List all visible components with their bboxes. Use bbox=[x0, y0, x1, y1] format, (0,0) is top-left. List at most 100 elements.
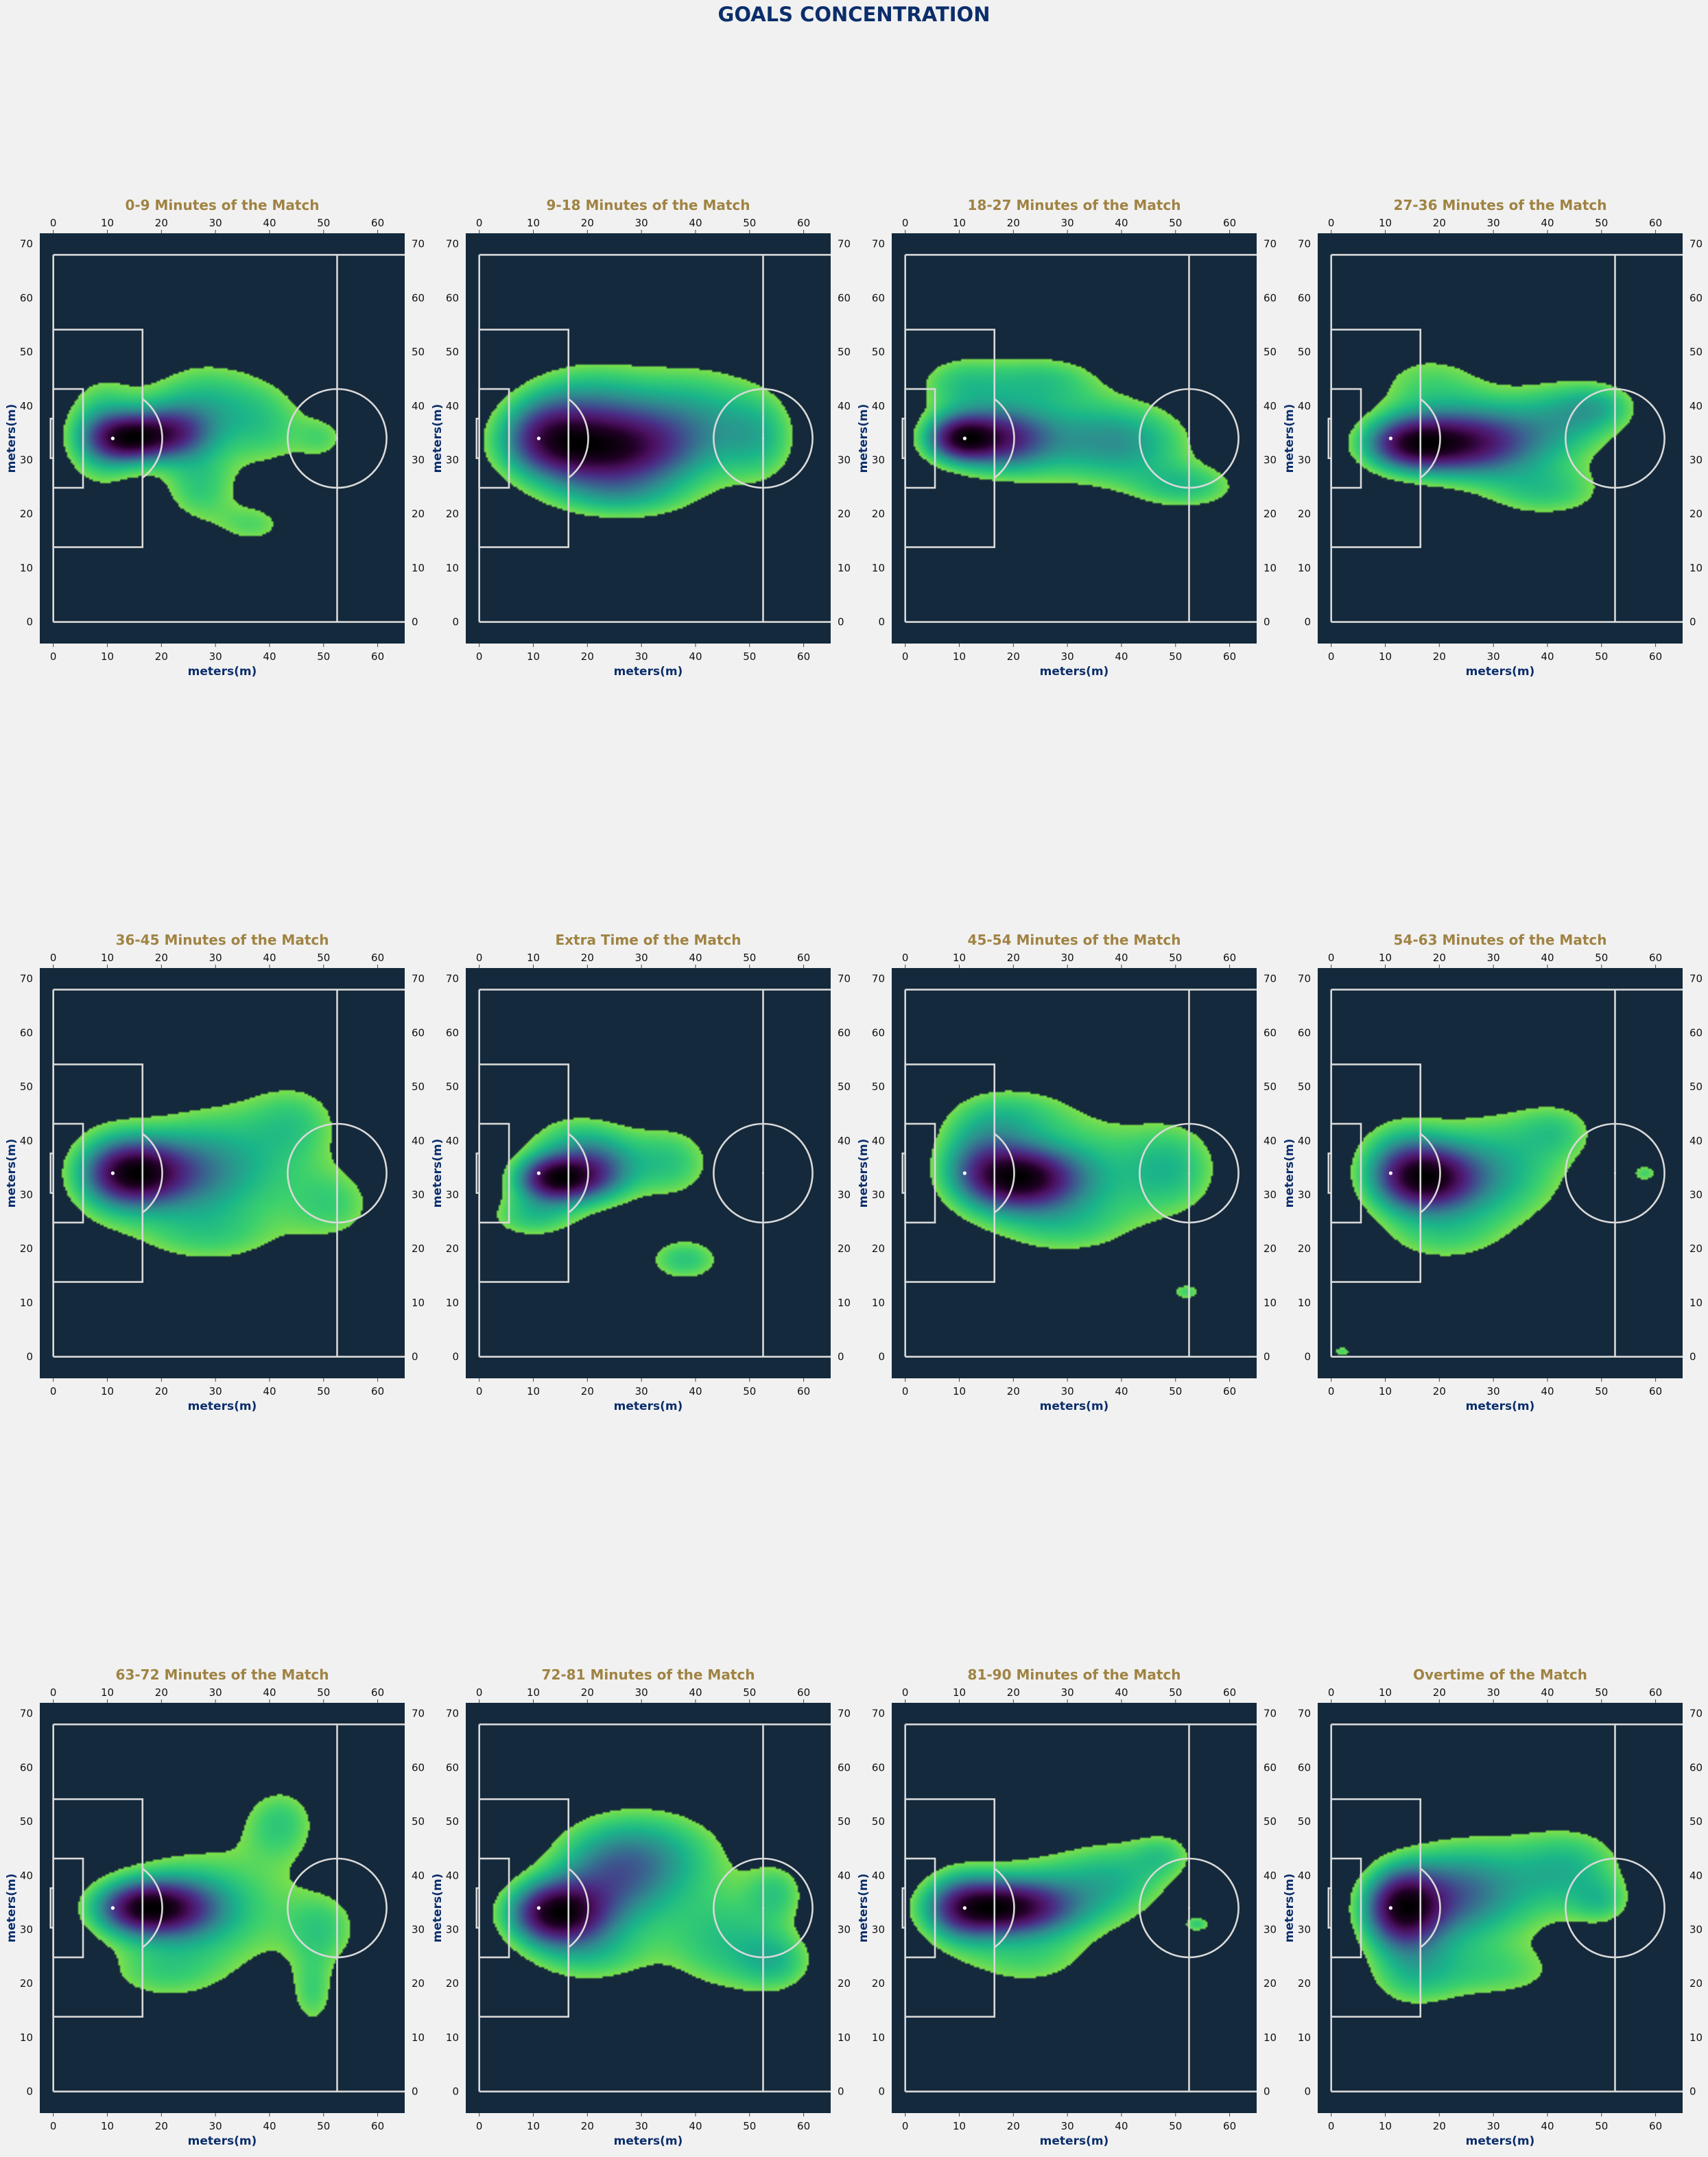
x-tick-label: 20 bbox=[1433, 1385, 1446, 1398]
y-tick-label-right: 70 bbox=[412, 238, 425, 250]
y-tick-label: 60 bbox=[20, 1026, 33, 1039]
x-tick-label-top: 10 bbox=[953, 217, 966, 229]
y-tick-label: 20 bbox=[20, 1977, 33, 1990]
x-tick-label: 20 bbox=[1007, 1385, 1020, 1398]
x-tick-label-top: 0 bbox=[476, 952, 483, 964]
y-tick-label-right: 60 bbox=[1264, 1026, 1277, 1039]
x-tick-label: 20 bbox=[1007, 2120, 1020, 2132]
x-tick-label: 10 bbox=[1379, 650, 1392, 663]
y-axis-label: meters(m) bbox=[857, 1874, 870, 1943]
x-tick-label-top: 50 bbox=[1169, 952, 1182, 964]
y-axis-label: meters(m) bbox=[857, 1139, 870, 1208]
y-axis-label: meters(m) bbox=[431, 404, 444, 473]
heatmap-panel: 0 0 10 10 20 20 30 30 40 40 50 50 60 60 0 0 10 10 20 20 30 30… bbox=[856, 1660, 1295, 2157]
x-tick-label: 10 bbox=[953, 2120, 966, 2132]
density-heatmap bbox=[40, 1703, 405, 2113]
heatmap-panel: 0 0 10 10 20 20 30 30 40 40 50 50 60 60 0 0 10 10 20 20 30 30… bbox=[856, 191, 1295, 687]
y-tick-label: 40 bbox=[20, 1870, 33, 1882]
center-circle bbox=[1139, 388, 1240, 489]
x-tick-label-top: 20 bbox=[1433, 1686, 1446, 1699]
center-spot bbox=[761, 1172, 765, 1175]
x-tick-label-top: 50 bbox=[1595, 217, 1608, 229]
y-tick-label: 10 bbox=[872, 1297, 885, 1309]
heatmap-panel: 0 0 10 10 20 20 30 30 40 40 50 50 60 60 0 0 10 10 20 20 30 30… bbox=[1282, 1660, 1708, 2157]
x-tick-label: 10 bbox=[101, 1385, 114, 1398]
y-tick-label-right: 50 bbox=[1264, 1081, 1277, 1093]
y-tick-label: 70 bbox=[20, 1708, 33, 1720]
y-tick-label: 10 bbox=[872, 562, 885, 574]
y-tick-label-right: 70 bbox=[1264, 238, 1277, 250]
y-axis-label: meters(m) bbox=[5, 1139, 19, 1208]
y-tick-label-right: 50 bbox=[838, 346, 851, 358]
y-tick-label: 20 bbox=[1298, 1242, 1311, 1255]
y-tick-label-right: 70 bbox=[412, 973, 425, 985]
y-tick-label-right: 20 bbox=[838, 1242, 851, 1255]
y-tick-label-right: 50 bbox=[1689, 1815, 1703, 1828]
x-tick-label-top: 10 bbox=[527, 217, 540, 229]
density-heatmap bbox=[892, 1703, 1257, 2113]
x-tick-label-top: 60 bbox=[1223, 952, 1236, 964]
x-tick-label-top: 50 bbox=[743, 217, 756, 229]
y-tick-label-right: 20 bbox=[838, 508, 851, 520]
y-tick-label: 40 bbox=[20, 1135, 33, 1147]
x-tick-label-top: 40 bbox=[1541, 1686, 1554, 1699]
x-tick-label: 40 bbox=[689, 650, 702, 663]
x-tick-label-top: 0 bbox=[1328, 217, 1335, 229]
x-tick-label: 30 bbox=[1487, 1385, 1500, 1398]
x-tick-label: 60 bbox=[797, 650, 810, 663]
y-tick-label-right: 40 bbox=[838, 400, 851, 412]
y-tick-label-right: 20 bbox=[1689, 508, 1703, 520]
y-tick-label: 0 bbox=[26, 2086, 33, 2098]
penalty-arc bbox=[567, 398, 589, 479]
x-tick-label-top: 30 bbox=[1061, 1686, 1074, 1699]
y-tick-label-right: 10 bbox=[412, 1297, 425, 1309]
x-tick-label: 40 bbox=[1115, 1385, 1128, 1398]
x-tick-label-top: 40 bbox=[263, 1686, 276, 1699]
x-tick-label: 60 bbox=[1649, 650, 1662, 663]
y-tick-label: 50 bbox=[20, 1081, 33, 1093]
y-tick-label-right: 70 bbox=[1264, 1708, 1277, 1720]
x-tick-label: 60 bbox=[371, 1385, 384, 1398]
x-tick-label: 10 bbox=[527, 1385, 540, 1398]
y-tick-label-right: 50 bbox=[1689, 346, 1703, 358]
x-tick-label: 10 bbox=[1379, 2120, 1392, 2132]
penalty-arc bbox=[993, 398, 1015, 479]
y-axis-label: meters(m) bbox=[857, 404, 870, 473]
y-tick-label: 20 bbox=[872, 508, 885, 520]
x-tick-label: 50 bbox=[1169, 2120, 1182, 2132]
y-tick-label-right: 50 bbox=[412, 346, 425, 358]
x-tick-label-top: 40 bbox=[263, 952, 276, 964]
x-tick-label: 10 bbox=[953, 650, 966, 663]
x-tick-label-top: 20 bbox=[155, 1686, 168, 1699]
x-axis-label: meters(m) bbox=[1466, 665, 1535, 679]
y-tick-label-right: 0 bbox=[412, 616, 418, 628]
y-tick-label: 20 bbox=[446, 508, 459, 520]
x-tick-label-top: 40 bbox=[1541, 217, 1554, 229]
y-tick-label-right: 70 bbox=[412, 1708, 425, 1720]
penalty-spot bbox=[110, 1171, 115, 1175]
y-tick-label-right: 60 bbox=[412, 292, 425, 304]
x-tick-label: 20 bbox=[581, 650, 594, 663]
x-tick-label-top: 60 bbox=[371, 1686, 384, 1699]
y-tick-label: 30 bbox=[1298, 1188, 1311, 1201]
density-heatmap bbox=[40, 968, 405, 1378]
y-tick-label: 30 bbox=[20, 1188, 33, 1201]
x-tick-label: 30 bbox=[635, 1385, 648, 1398]
y-tick-label-right: 0 bbox=[838, 616, 844, 628]
x-tick-label-top: 50 bbox=[1169, 1686, 1182, 1699]
y-tick-label-right: 10 bbox=[1264, 2031, 1277, 2044]
x-tick-label: 40 bbox=[689, 1385, 702, 1398]
y-tick-label-right: 10 bbox=[838, 562, 851, 574]
y-tick-label: 50 bbox=[872, 1815, 885, 1828]
y-tick-label: 30 bbox=[872, 1923, 885, 1935]
y-tick-label: 20 bbox=[1298, 1977, 1311, 1990]
goal-mouth bbox=[49, 417, 55, 460]
center-circle bbox=[713, 1122, 814, 1224]
heatmap-panel: 0 0 10 10 20 20 30 30 40 40 50 50 60 60 0 0 10 10 20 20 30 30… bbox=[4, 191, 443, 687]
y-tick-label-right: 20 bbox=[412, 1242, 425, 1255]
y-tick-label: 50 bbox=[1298, 1815, 1311, 1828]
y-tick-label-right: 70 bbox=[1689, 1708, 1703, 1720]
x-tick-label: 40 bbox=[1541, 650, 1554, 663]
penalty-spot bbox=[110, 1906, 115, 1910]
